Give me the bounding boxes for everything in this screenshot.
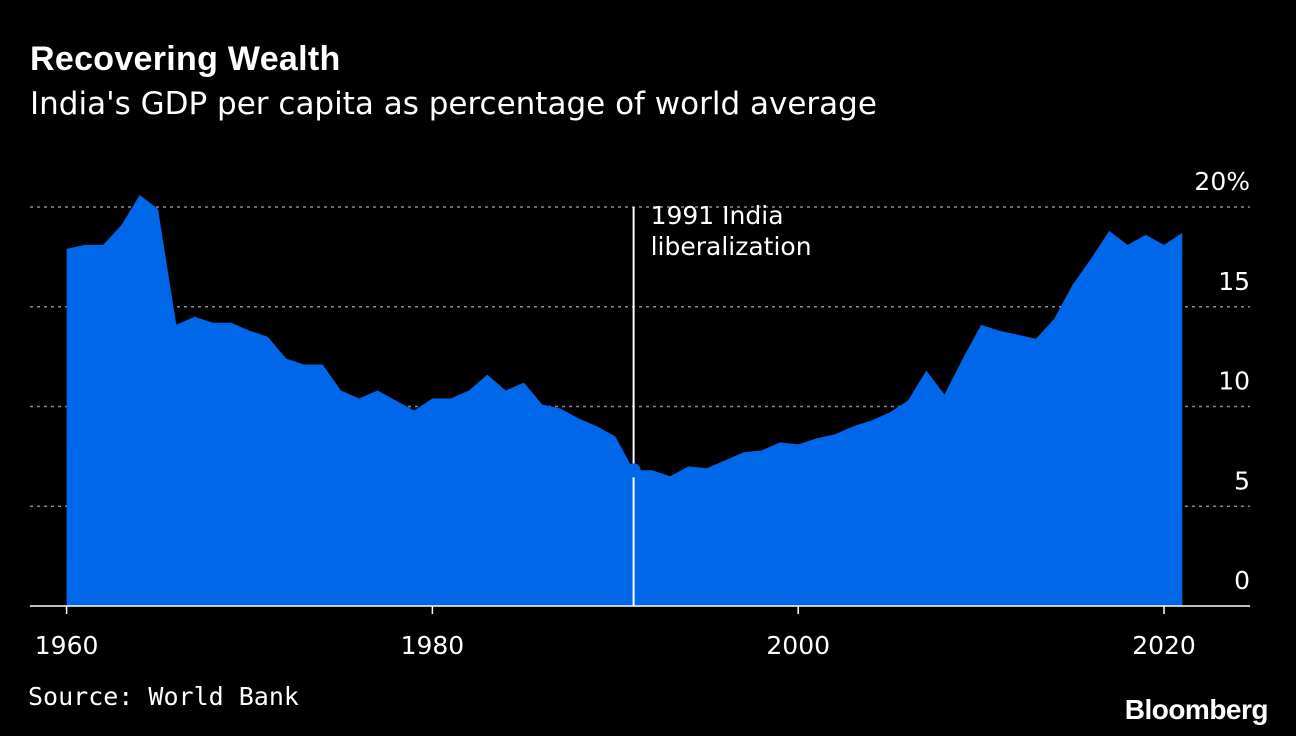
source-note: Source: World Bank xyxy=(28,682,299,711)
annotation-label: liberalization xyxy=(651,232,812,261)
x-tick-label: 1960 xyxy=(35,631,99,660)
x-tick-label: 1980 xyxy=(401,631,465,660)
y-tick-label: 5 xyxy=(1234,466,1250,495)
annotation-marker xyxy=(626,463,641,478)
chart-title: Recovering Wealth xyxy=(30,40,341,78)
x-tick-label: 2000 xyxy=(766,631,830,660)
gdp-area-series xyxy=(66,195,1183,606)
x-tick-label: 2020 xyxy=(1132,631,1196,660)
y-tick-label: 15 xyxy=(1218,267,1250,296)
annotation-label: 1991 India xyxy=(651,201,784,230)
y-tick-label: 20% xyxy=(1194,167,1250,196)
bloomberg-logo: Bloomberg xyxy=(1124,694,1269,725)
y-tick-label: 10 xyxy=(1218,367,1250,396)
x-axis-ticks: 1960 1980 2000 2020 xyxy=(35,606,1196,660)
y-axis-ticks: 0 5 10 15 20% xyxy=(1194,167,1250,595)
chart-subtitle: India's GDP per capita as percentage of … xyxy=(30,86,877,122)
y-tick-label: 0 xyxy=(1234,566,1250,595)
